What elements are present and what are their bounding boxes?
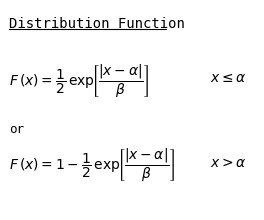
Text: $x \leq \alpha$: $x \leq \alpha$ <box>210 71 247 85</box>
Text: $F\,(x) = \dfrac{1}{2}\,\mathrm{exp}\!\left[\dfrac{|x-\alpha|}{\beta}\right]$: $F\,(x) = \dfrac{1}{2}\,\mathrm{exp}\!\l… <box>9 62 150 100</box>
Text: $F\,(x) = 1 - \dfrac{1}{2}\,\mathrm{exp}\!\left[\dfrac{|x-\alpha|}{\beta}\right]: $F\,(x) = 1 - \dfrac{1}{2}\,\mathrm{exp}… <box>9 147 176 184</box>
Text: Distribution Function: Distribution Function <box>9 16 185 31</box>
Text: or: or <box>9 123 24 136</box>
Text: $x > \alpha$: $x > \alpha$ <box>210 156 247 170</box>
